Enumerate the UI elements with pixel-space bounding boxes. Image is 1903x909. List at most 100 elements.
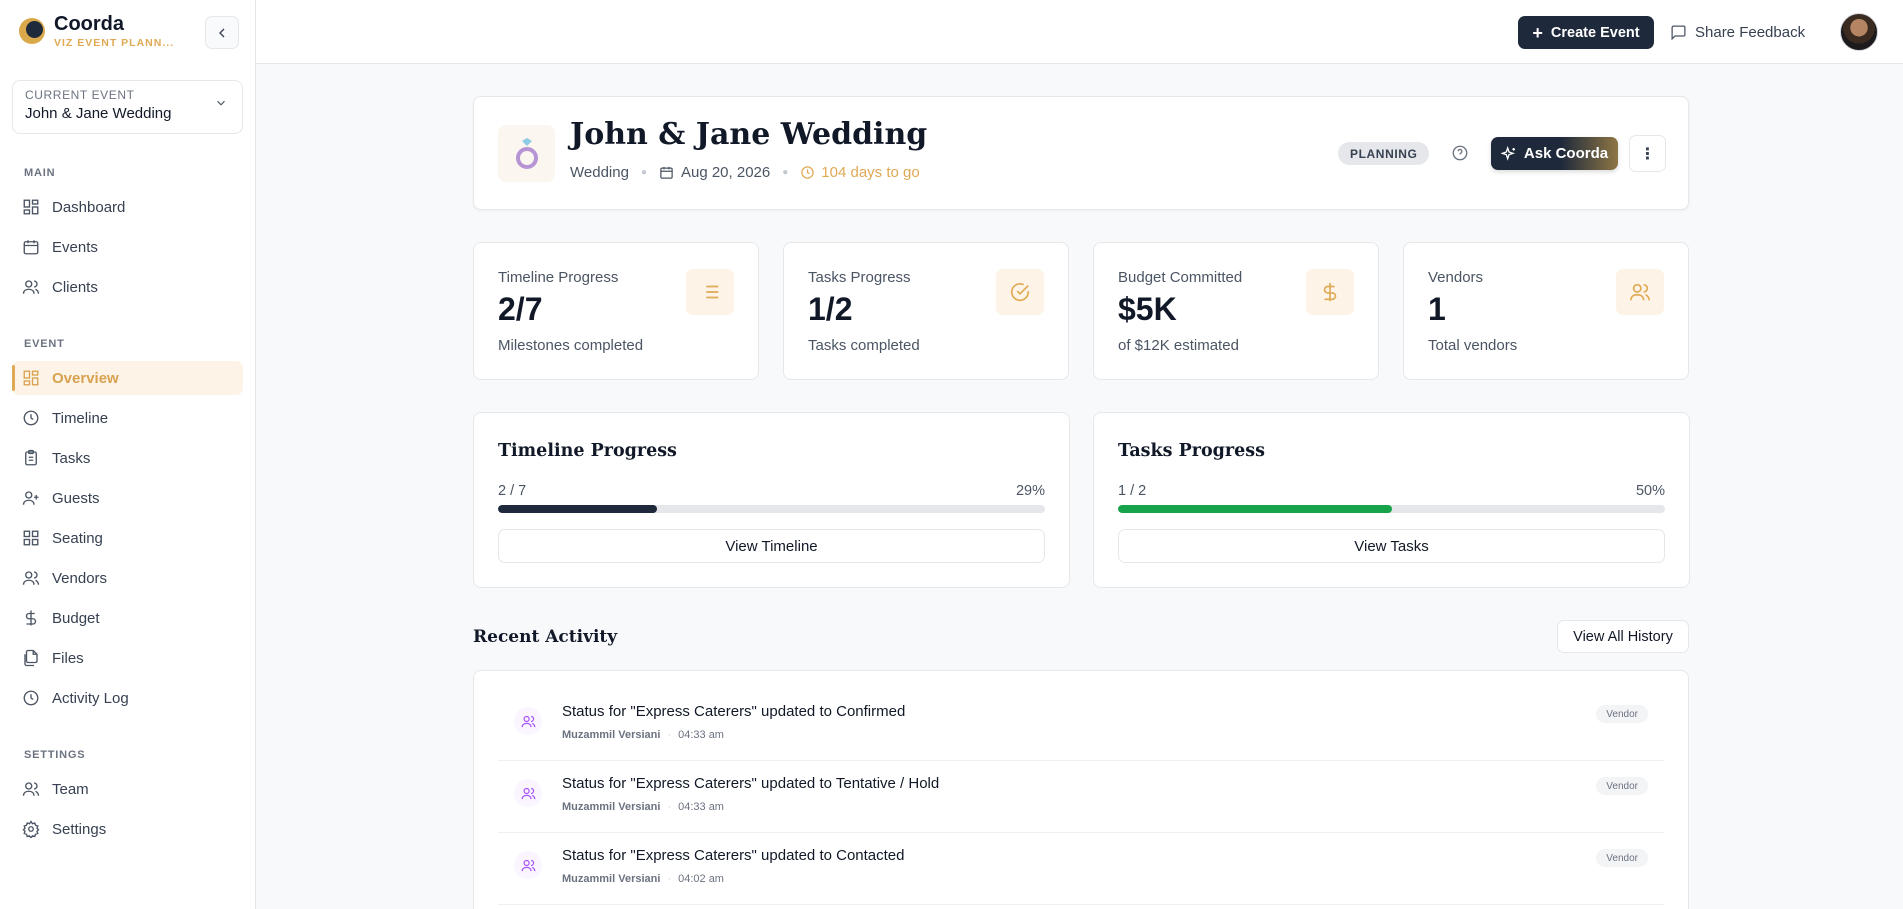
list-item[interactable]: Status for "Express Caterers" updated to… (498, 761, 1664, 833)
sidebar-item-label: Clients (52, 278, 98, 296)
sparkles-icon (1500, 145, 1516, 161)
stat-card-budget: Budget Committed $5K of $12K estimated (1093, 242, 1379, 380)
current-event-value: John & Jane Wedding (25, 105, 172, 122)
progress-title: Tasks Progress (1118, 441, 1265, 461)
activity-tag: Vendor (1596, 849, 1648, 867)
view-timeline-button[interactable]: View Timeline (498, 529, 1045, 563)
event-countdown: 104 days to go (821, 164, 920, 181)
sidebar-item-tasks[interactable]: Tasks (12, 441, 243, 475)
sidebar-item-events[interactable]: Events (12, 230, 243, 264)
sidebar-item-timeline[interactable]: Timeline (12, 401, 243, 435)
progress-fill (1118, 505, 1392, 513)
clock-icon (21, 408, 41, 428)
ask-coorda-button[interactable]: Ask Coorda (1491, 137, 1618, 170)
sidebar-item-activity-log[interactable]: Activity Log (12, 681, 243, 715)
activity-tag: Vendor (1596, 777, 1648, 795)
stat-card-timeline: Timeline Progress 2/7 Milestones complet… (473, 242, 759, 380)
sidebar-item-team[interactable]: Team (12, 772, 243, 806)
collapse-sidebar-button[interactable] (205, 16, 239, 49)
list-item[interactable]: Status for "Express Caterers" updated to… (498, 833, 1664, 905)
sidebar-item-label: Budget (52, 609, 100, 627)
activity-time: 04:33 am (678, 729, 724, 741)
activity-user: Muzammil Versiani (562, 729, 661, 741)
current-event-label: CURRENT EVENT (25, 88, 135, 102)
grid-icon (21, 197, 41, 217)
coorda-logo-icon (19, 18, 45, 44)
brand[interactable]: Coorda VIZ EVENT PLANN... (19, 12, 174, 50)
progress-percent: 50% (1635, 483, 1665, 499)
recent-activity-title: Recent Activity (473, 627, 618, 647)
sidebar-item-overview[interactable]: Overview (12, 361, 243, 395)
sidebar-item-seating[interactable]: Seating (12, 521, 243, 555)
progress-track (498, 505, 1045, 513)
users-icon (1616, 269, 1664, 315)
layout-grid-icon (21, 528, 41, 548)
help-circle-icon[interactable] (1451, 144, 1469, 162)
stat-title: Timeline Progress (498, 269, 619, 286)
activity-text: Status for "Express Caterers" updated to… (562, 775, 940, 792)
clock-icon (801, 166, 815, 179)
gear-icon (21, 819, 41, 839)
activity-user: Muzammil Versiani (562, 873, 661, 885)
view-tasks-button[interactable]: View Tasks (1118, 529, 1665, 563)
nav-section-settings: SETTINGS (24, 749, 86, 761)
sidebar-item-label: Dashboard (52, 198, 126, 216)
stat-value: 1 (1428, 291, 1446, 327)
create-event-button[interactable]: + Create Event (1518, 16, 1654, 49)
files-icon (21, 648, 41, 668)
stat-subtitle: Total vendors (1428, 337, 1518, 354)
more-vertical-icon: ⋮ (1639, 145, 1656, 163)
sidebar-item-dashboard[interactable]: Dashboard (12, 190, 243, 224)
stat-value: 1/2 (808, 291, 853, 327)
list-item[interactable]: Status for "Express Caterers" updated to… (498, 689, 1664, 761)
sidebar: Coorda VIZ EVENT PLANN... CURRENT EVENT … (0, 0, 256, 909)
progress-title: Timeline Progress (498, 441, 677, 461)
current-event-select[interactable]: CURRENT EVENT John & Jane Wedding (12, 80, 243, 134)
event-header-card: John & Jane Wedding Wedding ● Aug 20, 20… (473, 96, 1689, 210)
ring-icon (498, 125, 555, 182)
event-date: Aug 20, 2026 (680, 164, 771, 181)
users-icon (21, 568, 41, 588)
sidebar-item-label: Team (52, 780, 89, 798)
sidebar-item-vendors[interactable]: Vendors (12, 561, 243, 595)
stat-title: Tasks Progress (808, 269, 911, 286)
sidebar-item-label: Seating (52, 529, 103, 547)
sidebar-item-files[interactable]: Files (12, 641, 243, 675)
progress-percent: 29% (1015, 483, 1045, 499)
users-icon (514, 707, 542, 735)
sidebar-item-guests[interactable]: Guests (12, 481, 243, 515)
users-icon (21, 779, 41, 799)
brand-tagline: VIZ EVENT PLANN... (54, 37, 175, 49)
stat-card-tasks: Tasks Progress 1/2 Tasks completed (783, 242, 1069, 380)
stat-subtitle: of $12K estimated (1118, 337, 1239, 354)
users-icon (514, 779, 542, 807)
sidebar-item-settings[interactable]: Settings (12, 812, 243, 846)
calendar-icon (21, 237, 41, 257)
sidebar-item-clients[interactable]: Clients (12, 270, 243, 304)
more-options-button[interactable]: ⋮ (1629, 135, 1666, 172)
progress-fill (498, 505, 657, 513)
progress-count: 1 / 2 (1118, 483, 1147, 499)
share-feedback-button[interactable]: Share Feedback (1670, 16, 1805, 49)
status-badge: PLANNING (1338, 142, 1430, 165)
user-plus-icon (21, 488, 41, 508)
check-circle-icon (996, 269, 1044, 315)
view-all-history-button[interactable]: View All History (1557, 620, 1689, 653)
stat-card-vendors: Vendors 1 Total vendors (1403, 242, 1689, 380)
activity-time: 04:33 am (678, 801, 724, 813)
chevron-down-icon (217, 100, 225, 106)
activity-meta: Muzammil Versiani · 04:33 am (562, 729, 724, 741)
users-icon (514, 851, 542, 879)
nav-section-main: MAIN (24, 167, 56, 179)
sidebar-item-label: Tasks (52, 449, 91, 467)
topbar: + Create Event Share Feedback (256, 0, 1903, 64)
avatar[interactable] (1840, 13, 1878, 51)
progress-count: 2 / 7 (498, 483, 527, 499)
brand-name: Coorda (54, 13, 124, 35)
event-type: Wedding (570, 164, 629, 181)
activity-time: 04:02 am (678, 873, 724, 885)
sidebar-item-budget[interactable]: Budget (12, 601, 243, 635)
clipboard-icon (21, 448, 41, 468)
activity-user: Muzammil Versiani (562, 801, 661, 813)
ask-coorda-label: Ask Coorda (1523, 145, 1609, 162)
